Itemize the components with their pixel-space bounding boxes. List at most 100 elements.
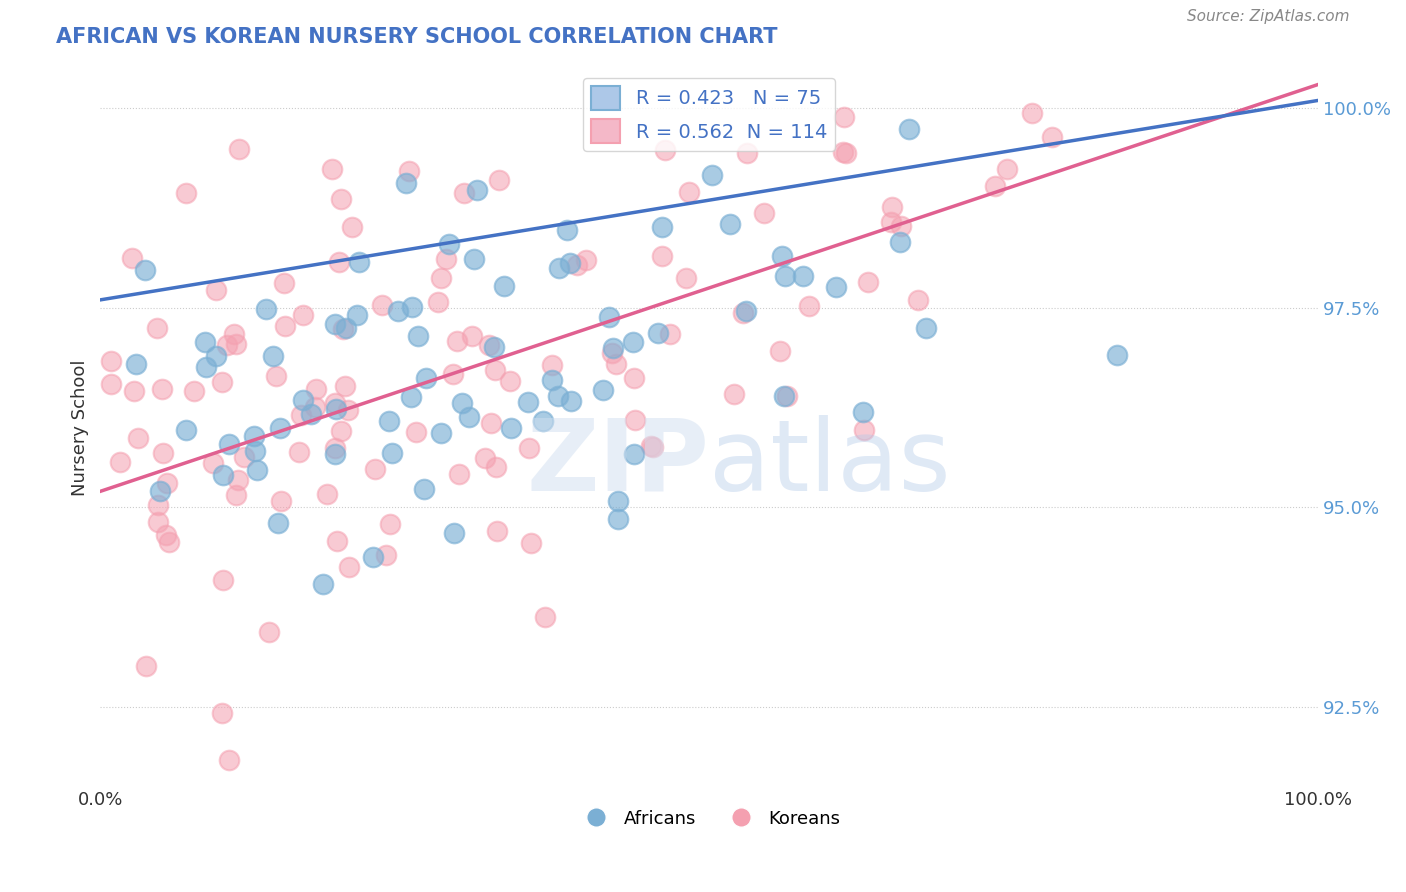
Africans xyxy=(560,256,582,270)
Koreans xyxy=(659,327,682,342)
Koreans xyxy=(880,215,903,229)
Africans xyxy=(363,550,385,565)
Africans xyxy=(243,443,266,458)
Africans xyxy=(195,359,218,374)
Koreans xyxy=(651,249,673,263)
Koreans xyxy=(478,337,501,351)
Koreans xyxy=(605,357,627,371)
Africans xyxy=(623,447,645,461)
Africans xyxy=(482,340,505,354)
Koreans xyxy=(398,164,420,178)
Koreans xyxy=(752,206,775,220)
Koreans xyxy=(215,337,238,351)
Koreans xyxy=(882,200,904,214)
Africans xyxy=(547,389,569,403)
Koreans xyxy=(797,299,820,313)
Koreans xyxy=(211,375,233,389)
Koreans xyxy=(979,50,1001,64)
Africans xyxy=(889,235,911,250)
Africans xyxy=(269,421,291,435)
Koreans xyxy=(222,326,245,341)
Koreans xyxy=(332,322,354,336)
Koreans xyxy=(218,753,240,767)
Text: Source: ZipAtlas.com: Source: ZipAtlas.com xyxy=(1187,9,1350,24)
Africans xyxy=(720,217,742,231)
Africans xyxy=(898,121,921,136)
Koreans xyxy=(427,294,450,309)
Koreans xyxy=(678,185,700,199)
Africans xyxy=(246,462,269,476)
Koreans xyxy=(100,354,122,368)
Koreans xyxy=(122,384,145,399)
Africans xyxy=(852,405,875,419)
Africans xyxy=(494,278,516,293)
Koreans xyxy=(485,524,508,538)
Koreans xyxy=(723,387,745,401)
Africans xyxy=(149,484,172,499)
Koreans xyxy=(474,450,496,465)
Koreans xyxy=(832,145,855,159)
Koreans xyxy=(565,258,588,272)
Africans xyxy=(335,321,357,335)
Africans xyxy=(555,223,578,237)
Africans xyxy=(262,349,284,363)
Koreans xyxy=(291,309,314,323)
Koreans xyxy=(330,424,353,438)
Koreans xyxy=(333,379,356,393)
Koreans xyxy=(326,533,349,548)
Koreans xyxy=(337,560,360,574)
Text: ZIP: ZIP xyxy=(526,415,709,512)
Africans xyxy=(194,335,217,350)
Legend: Africans, Koreans: Africans, Koreans xyxy=(571,803,848,835)
Koreans xyxy=(499,374,522,388)
Africans xyxy=(323,447,346,461)
Koreans xyxy=(204,283,226,297)
Africans xyxy=(211,467,233,482)
Africans xyxy=(312,576,335,591)
Africans xyxy=(395,176,418,190)
Africans xyxy=(598,310,620,324)
Koreans xyxy=(834,110,856,124)
Koreans xyxy=(290,408,312,422)
Koreans xyxy=(1040,130,1063,145)
Koreans xyxy=(834,145,856,160)
Koreans xyxy=(534,610,557,624)
Koreans xyxy=(484,363,506,377)
Africans xyxy=(1105,348,1128,362)
Africans xyxy=(651,219,673,234)
Koreans xyxy=(769,343,792,358)
Africans xyxy=(501,421,523,435)
Koreans xyxy=(273,277,295,291)
Koreans xyxy=(984,179,1007,194)
Africans xyxy=(443,525,465,540)
Koreans xyxy=(146,498,169,512)
Koreans xyxy=(264,368,287,383)
Africans xyxy=(406,329,429,343)
Koreans xyxy=(155,528,177,542)
Koreans xyxy=(316,487,339,501)
Koreans xyxy=(288,445,311,459)
Africans xyxy=(540,373,562,387)
Koreans xyxy=(995,162,1018,177)
Africans xyxy=(267,516,290,531)
Africans xyxy=(792,268,814,283)
Africans xyxy=(124,357,146,371)
Koreans xyxy=(152,446,174,460)
Koreans xyxy=(375,548,398,562)
Africans xyxy=(218,437,240,451)
Koreans xyxy=(731,306,754,320)
Africans xyxy=(465,183,488,197)
Koreans xyxy=(430,270,453,285)
Africans xyxy=(773,388,796,402)
Koreans xyxy=(259,624,281,639)
Africans xyxy=(607,512,630,526)
Koreans xyxy=(323,395,346,409)
Africans xyxy=(824,280,846,294)
Koreans xyxy=(226,473,249,487)
Koreans xyxy=(519,535,541,549)
Africans xyxy=(323,317,346,331)
Africans xyxy=(401,300,423,314)
Africans xyxy=(592,383,614,397)
Koreans xyxy=(156,475,179,490)
Africans xyxy=(606,494,628,508)
